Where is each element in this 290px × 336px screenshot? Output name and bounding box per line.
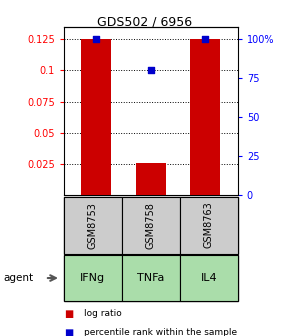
Text: agent: agent [3, 273, 33, 283]
Text: GSM8753: GSM8753 [88, 202, 98, 249]
Bar [64, 197, 122, 254]
Text: log ratio: log ratio [84, 309, 122, 318]
Bar [136, 163, 166, 195]
Bar [122, 255, 180, 301]
Bar [64, 255, 122, 301]
Point [148, 68, 153, 73]
Text: TNFa: TNFa [137, 273, 164, 283]
Text: IFNg: IFNg [80, 273, 105, 283]
Text: GSM8763: GSM8763 [204, 202, 214, 249]
Text: percentile rank within the sample: percentile rank within the sample [84, 328, 237, 336]
Bar [122, 197, 180, 254]
Point [94, 37, 99, 42]
Bar [190, 39, 220, 195]
Point [203, 37, 207, 42]
Text: ■: ■ [64, 328, 73, 336]
Text: ■: ■ [64, 309, 73, 319]
Bar [180, 197, 238, 254]
Text: GDS502 / 6956: GDS502 / 6956 [97, 15, 193, 28]
Bar [81, 39, 111, 195]
Text: IL4: IL4 [200, 273, 217, 283]
Text: GSM8758: GSM8758 [146, 202, 156, 249]
Bar [180, 255, 238, 301]
